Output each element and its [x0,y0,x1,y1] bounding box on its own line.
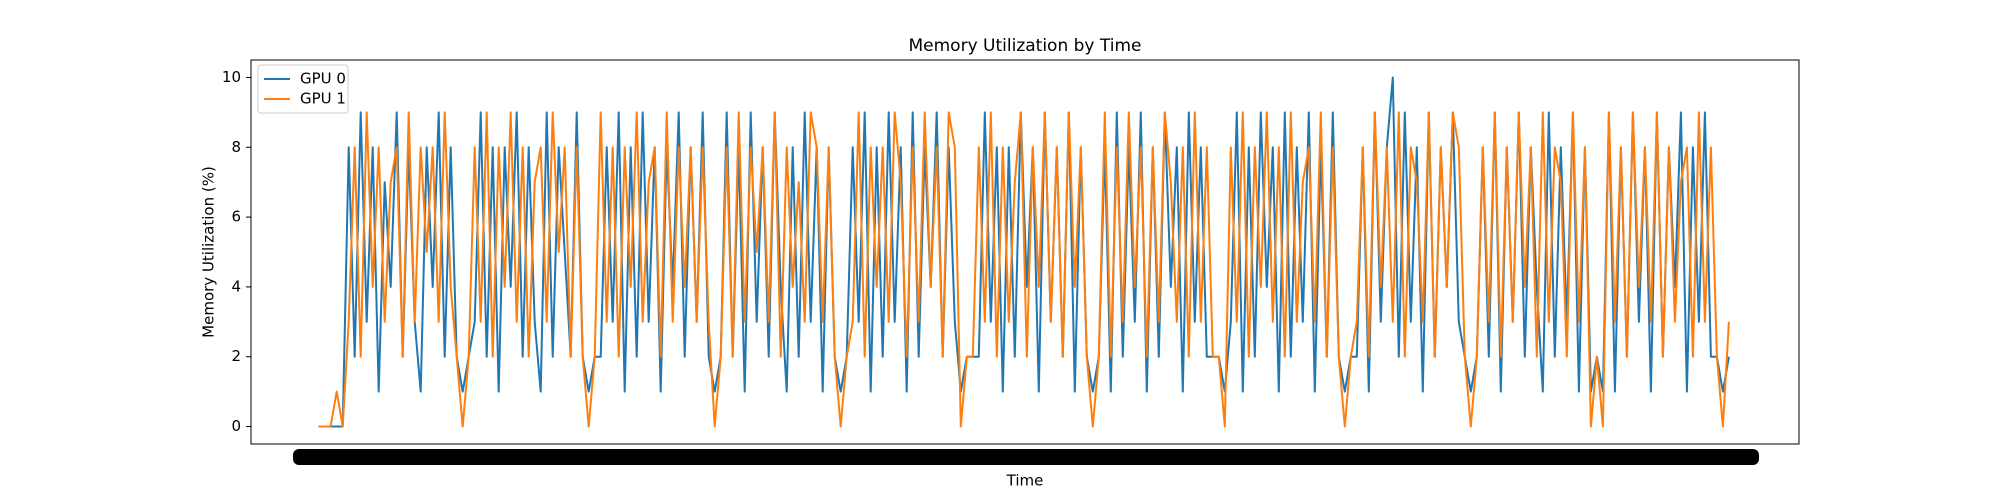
y-tick-label: 0 [231,417,241,435]
y-axis-label: Memory Utilization (%) [200,166,218,338]
y-tick-label: 10 [222,68,241,86]
x-axis-label: Time [1006,472,1044,490]
legend-label: GPU 1 [300,90,346,108]
y-tick-label: 8 [231,138,241,156]
y-tick-label: 2 [231,347,241,365]
plot-frame [250,59,1800,445]
data-line [318,111,1730,428]
y-tick-label: 6 [231,208,241,226]
chart-title: Memory Utilization by Time [909,36,1142,56]
x-tick-labels-overlap [293,449,1759,465]
legend-label: GPU 0 [300,70,346,88]
legend-box [257,64,349,114]
y-tick-label: 4 [231,277,241,295]
